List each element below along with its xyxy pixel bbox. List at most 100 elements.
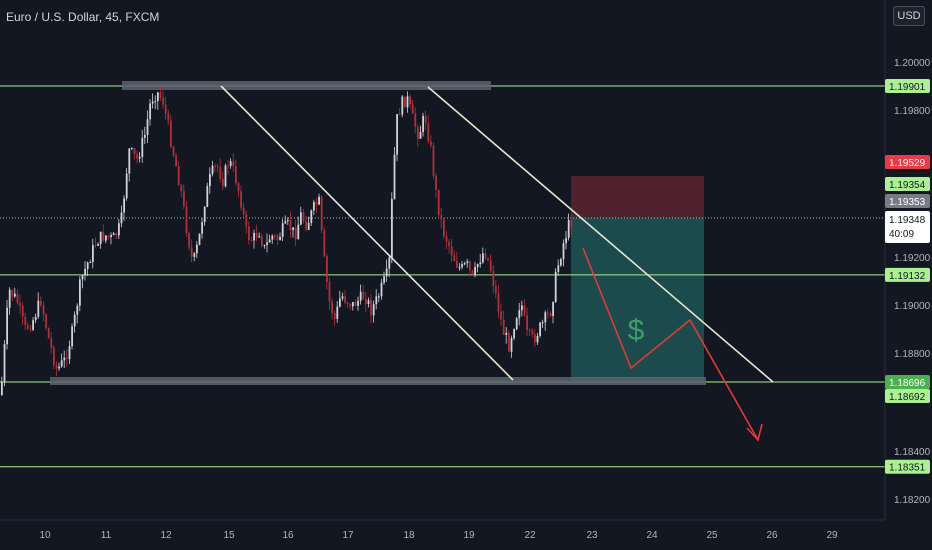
candle-body (175, 155, 177, 167)
candle (144, 126, 146, 144)
candle-body (430, 141, 432, 146)
candle-body (50, 338, 53, 348)
candle (250, 236, 253, 242)
candle-body (128, 148, 131, 174)
candle-body (201, 222, 203, 234)
candle (328, 277, 331, 310)
candle-body (211, 165, 214, 174)
candle-body (417, 126, 419, 139)
candle-body (320, 196, 323, 231)
price-tags: 1.19901 1.19132 1.18696 1.18351 1.19529 1.193… (885, 79, 930, 474)
candle (112, 231, 115, 236)
time-tick-label: 29 (826, 530, 838, 541)
candle-body (552, 301, 554, 316)
candle (128, 147, 131, 182)
candle (289, 211, 292, 238)
candle (229, 158, 232, 169)
candle (437, 189, 440, 219)
level-tag-3: 1.18351 (885, 459, 930, 474)
candle-body (131, 147, 133, 149)
level-tag-2-bg (885, 375, 930, 389)
candle-body (167, 113, 170, 121)
candle-body (86, 262, 89, 269)
candle (552, 301, 554, 324)
candle (567, 213, 570, 241)
candle (60, 353, 63, 368)
candle (526, 307, 528, 337)
candle (37, 292, 40, 319)
position-zones (571, 176, 704, 381)
currency-selector[interactable]: USD (893, 6, 925, 26)
candle (422, 112, 424, 137)
candle-body (58, 366, 60, 369)
candle-body (188, 233, 190, 248)
candle-body (42, 305, 45, 315)
candle-body (32, 320, 34, 330)
candle (105, 235, 107, 244)
candle (341, 292, 344, 301)
candle-body (318, 196, 320, 205)
candle (19, 294, 21, 315)
candle-body (300, 212, 302, 225)
candle (16, 289, 19, 305)
candle (157, 91, 159, 110)
candle-body (125, 173, 128, 199)
time-tick-label: 11 (101, 530, 112, 541)
candle-body (206, 186, 209, 207)
candle (515, 316, 518, 331)
candle-body (313, 202, 315, 211)
candle-body (404, 96, 406, 108)
candle-body (263, 245, 266, 247)
candle (463, 261, 466, 266)
candle-body (138, 156, 141, 159)
candle-body (146, 119, 149, 135)
candle (510, 335, 513, 358)
projection-arrow (582, 247, 763, 442)
candle (81, 274, 84, 289)
candle (45, 313, 47, 331)
candle (424, 110, 427, 131)
candle-body (414, 113, 417, 127)
candle (518, 302, 521, 326)
support-band (50, 377, 706, 385)
candle (146, 110, 149, 143)
time-tick-label: 25 (706, 530, 718, 541)
candle (206, 182, 209, 208)
candle (372, 300, 375, 323)
candle (508, 330, 510, 353)
price-tick-label: 1.19800 (894, 106, 931, 117)
candle-body (276, 235, 279, 240)
bid-tag-bg (885, 194, 930, 208)
candle-body (536, 336, 539, 343)
candle-body (554, 271, 557, 302)
candle-body (274, 235, 276, 237)
candle-body (427, 123, 430, 142)
candle-body (492, 271, 495, 287)
candle (443, 217, 445, 240)
candle-body (19, 303, 21, 306)
candle-body (255, 232, 258, 238)
candle-body (224, 165, 227, 187)
candle (76, 303, 79, 324)
candle (367, 297, 370, 308)
candle-body (60, 360, 63, 367)
candle-body (29, 328, 32, 330)
candle-body (367, 300, 370, 305)
candle (435, 173, 437, 199)
candle-body (456, 261, 458, 268)
candle (110, 232, 112, 245)
candle (240, 185, 242, 211)
candle-body (479, 262, 482, 265)
candle (99, 231, 102, 249)
candle (177, 161, 180, 186)
candle-body (193, 253, 196, 257)
candle (469, 260, 471, 277)
candle-body (250, 240, 253, 242)
candle (547, 308, 549, 319)
candle (315, 197, 318, 213)
candle (430, 135, 432, 149)
entry-tag-text: 1.19354 (889, 180, 926, 191)
level-tag-1-bg (885, 267, 930, 282)
time-axis[interactable]: 10 11 12 15 16 17 18 19 22 23 24 25 26 29 (0, 519, 885, 541)
